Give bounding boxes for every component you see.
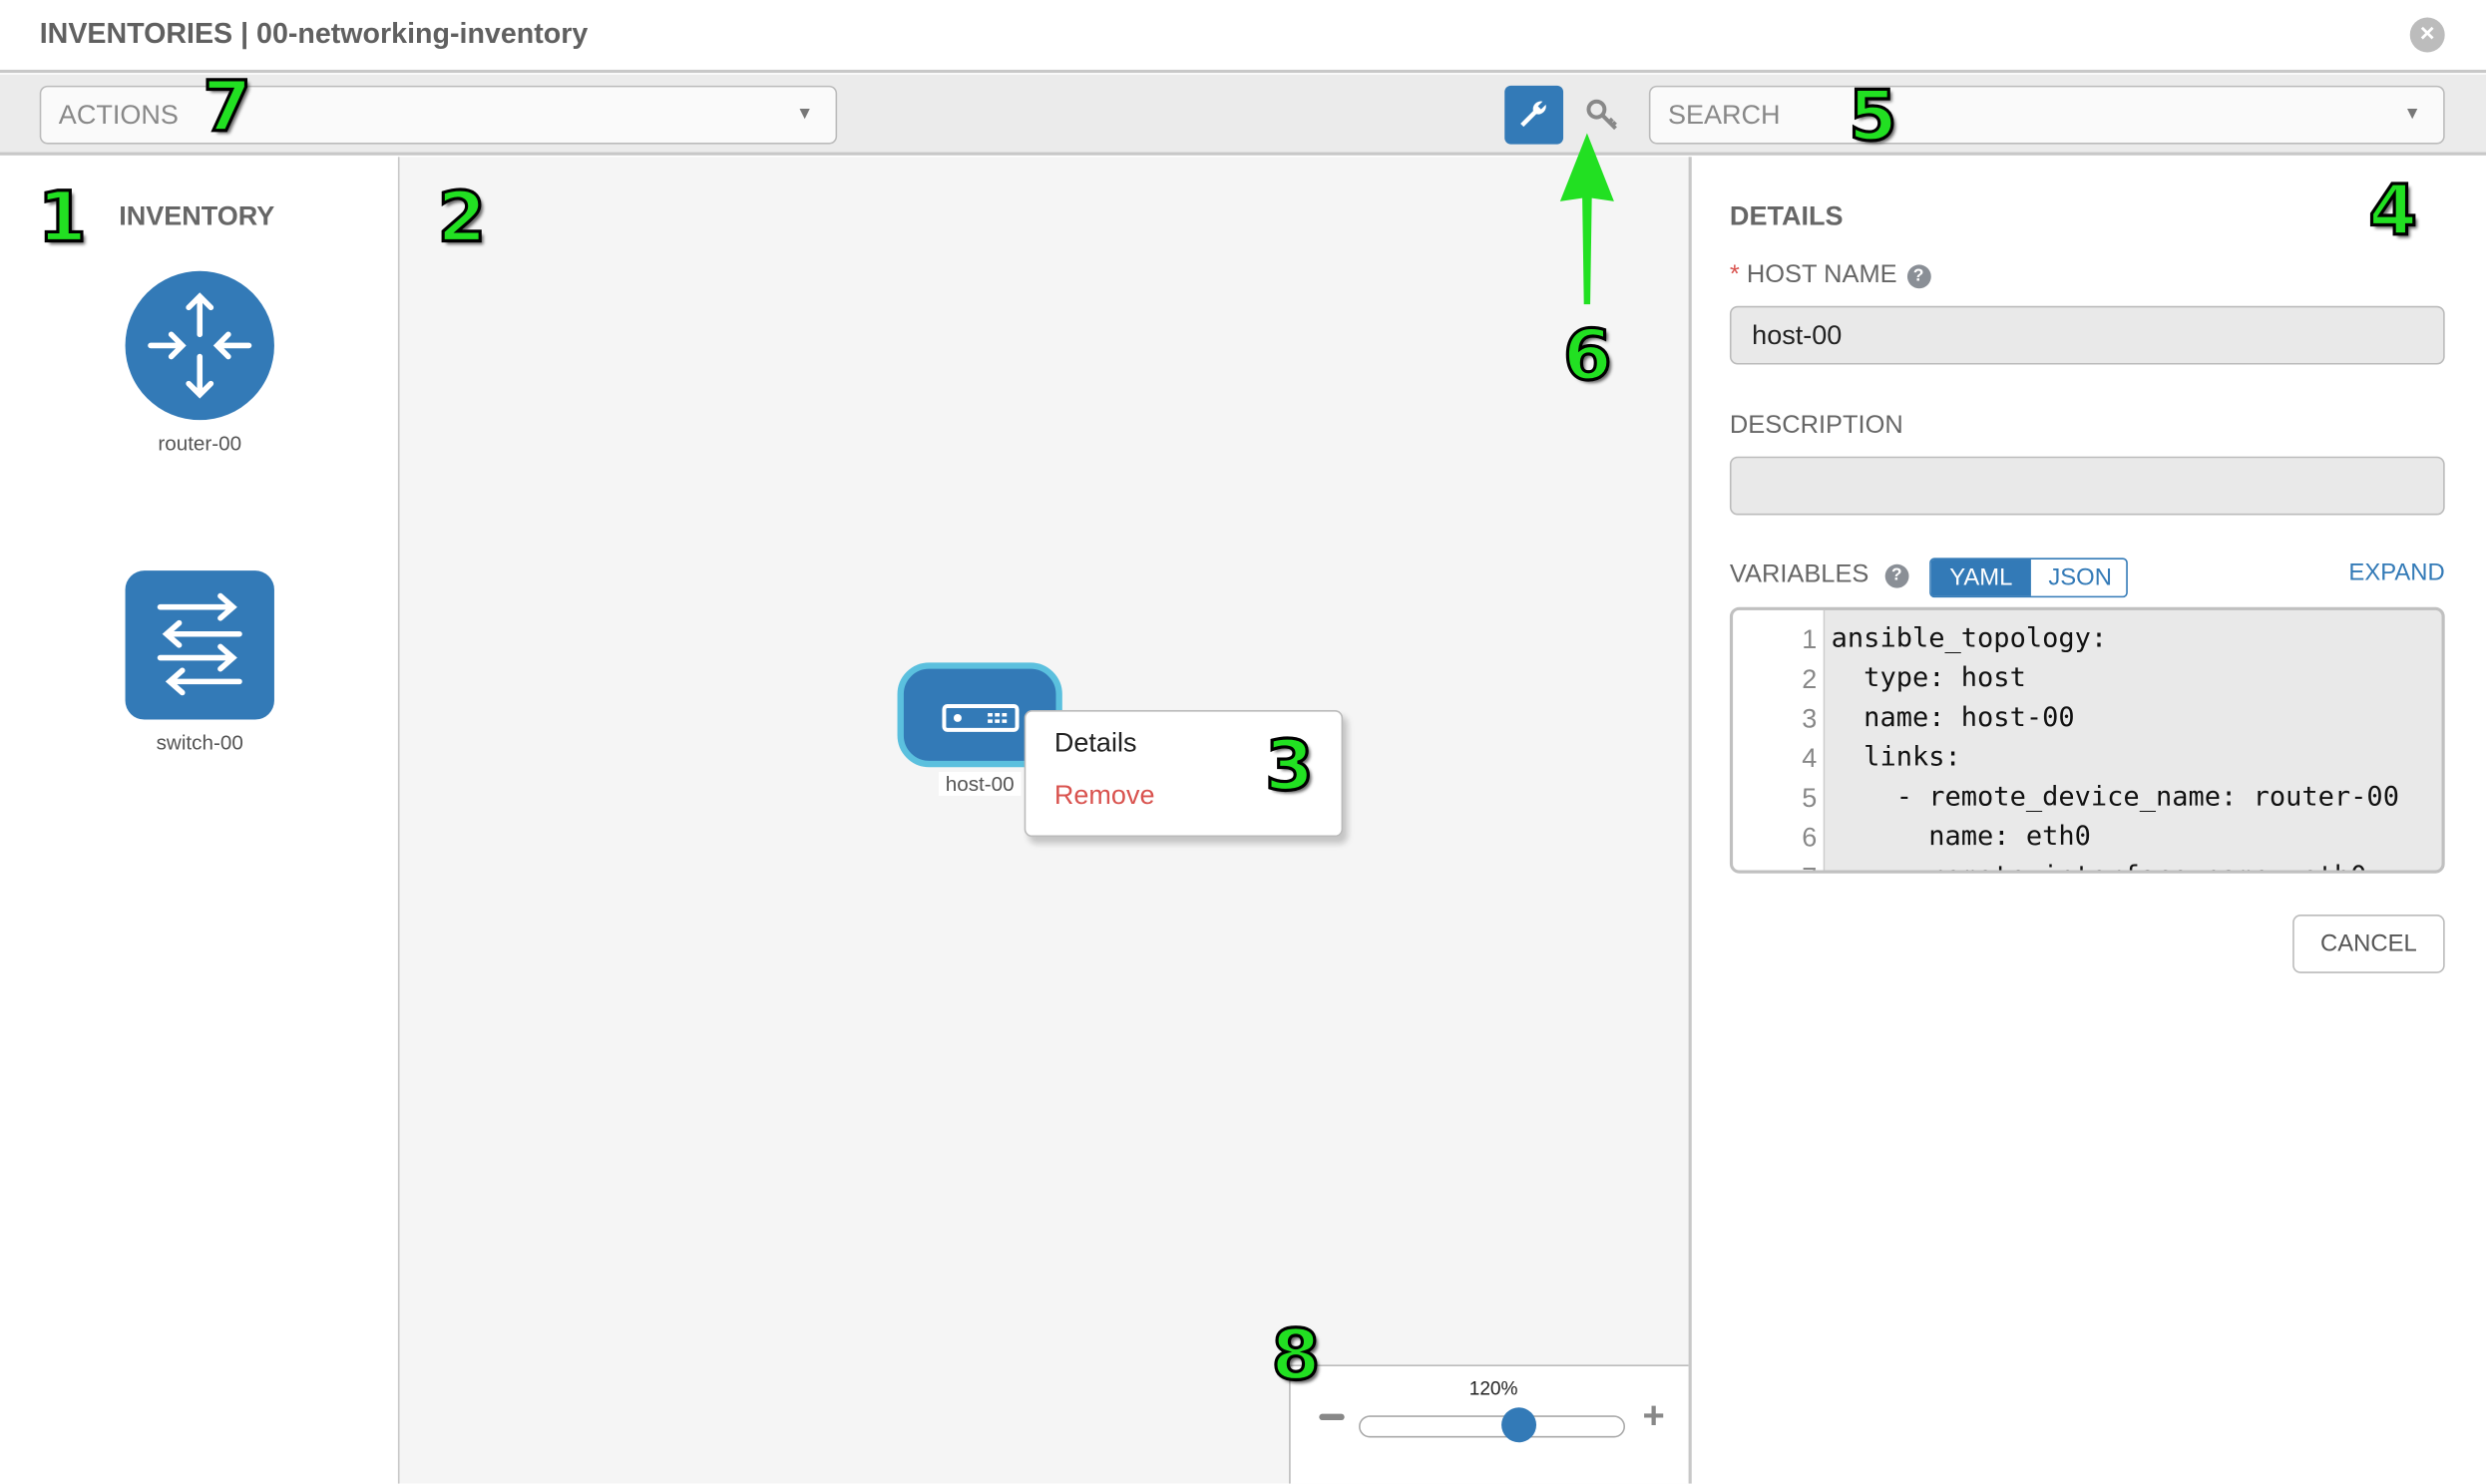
annotation-5: 5	[1848, 76, 1899, 158]
cancel-button[interactable]: CANCEL	[2292, 915, 2445, 973]
router-icon[interactable]	[125, 270, 274, 421]
switch-icon[interactable]	[125, 570, 274, 720]
router-label: router-00	[158, 431, 242, 456]
format-toggle: YAML JSON	[1929, 557, 2128, 598]
code-line: links:	[1831, 741, 1961, 774]
close-icon[interactable]: ×	[2409, 17, 2445, 53]
search-dropdown[interactable]: SEARCH ▼	[1648, 85, 2445, 145]
line-gutter	[1733, 609, 1826, 871]
variables-label: VARIABLES?	[1730, 561, 1909, 590]
line-number: 5	[1802, 783, 1818, 814]
description-label: DESCRIPTION	[1729, 412, 1903, 440]
help-icon: ?	[1884, 563, 1909, 588]
menu-item-details[interactable]: Details	[1053, 727, 1137, 758]
annotation-6: 6	[1561, 315, 1613, 397]
annotation-8: 8	[1270, 1315, 1322, 1397]
key-icon[interactable]	[1582, 95, 1623, 136]
page-title: INVENTORIES | 00-networking-inventory	[39, 17, 589, 50]
line-number: 4	[1802, 743, 1818, 774]
annotation-1: 1	[37, 178, 89, 259]
zoom-slider-handle[interactable]	[1501, 1407, 1537, 1443]
host-name-label: * HOST NAME?	[1730, 261, 1930, 290]
code-line: remote_interface_name: eth0	[1832, 858, 2366, 871]
expand-link[interactable]: EXPAND	[2348, 559, 2445, 587]
line-number: 3	[1802, 703, 1818, 734]
annotation-4: 4	[2367, 171, 2419, 252]
host-name-input[interactable]: host-00	[1729, 305, 2445, 365]
topology-canvas[interactable]: host-00 Details Remove 120% +	[399, 157, 1689, 1484]
annotation-arrow-icon	[1559, 133, 1614, 305]
annotation-7: 7	[202, 66, 253, 148]
code-line: name: eth0	[1831, 821, 2091, 854]
yaml-toggle[interactable]: YAML	[1930, 559, 2031, 596]
zoom-value: 120%	[1468, 1377, 1518, 1400]
details-title: DETAILS	[1729, 200, 1844, 232]
line-number: 2	[1802, 663, 1818, 695]
search-placeholder: SEARCH	[1667, 100, 1781, 131]
inventory-panel: INVENTORY router-00 switch-00	[0, 157, 400, 1484]
actions-dropdown[interactable]: ACTIONS ▼	[39, 85, 838, 145]
switch-label: switch-00	[156, 730, 243, 755]
zoom-out-icon[interactable]	[1319, 1413, 1345, 1421]
code-line: ansible_topology:	[1831, 622, 2108, 655]
help-icon: ?	[1906, 264, 1930, 289]
line-number: 1	[1802, 624, 1818, 655]
actions-placeholder: ACTIONS	[58, 100, 179, 131]
line-number: 6	[1802, 822, 1818, 854]
description-input[interactable]	[1729, 456, 2445, 516]
annotation-3: 3	[1264, 725, 1316, 807]
code-line: name: host-00	[1831, 702, 2075, 734]
inventory-title: INVENTORY	[119, 200, 275, 232]
chevron-down-icon: ▼	[796, 104, 814, 124]
variables-editor[interactable]: 1 ansible_topology: 2 type: host 3 name: ho…	[1729, 606, 2445, 874]
code-line: type: host	[1831, 662, 2026, 695]
zoom-slider[interactable]	[1359, 1415, 1626, 1438]
zoom-in-icon[interactable]: +	[1642, 1394, 1665, 1438]
zoom-widget: 120% +	[1289, 1364, 1689, 1484]
chevron-down-icon: ▼	[2403, 104, 2421, 124]
host-icon	[942, 704, 1020, 732]
context-menu: Details Remove	[1024, 710, 1344, 838]
menu-item-remove[interactable]: Remove	[1053, 779, 1155, 811]
json-toggle[interactable]: JSON	[2048, 563, 2112, 591]
annotation-2: 2	[436, 178, 488, 259]
host-label: host-00	[938, 771, 1022, 796]
wrench-icon[interactable]	[1504, 85, 1564, 145]
line-number: 7	[1733, 858, 1817, 871]
title-bar: INVENTORIES | 00-networking-inventory ×	[0, 0, 2486, 74]
code-line: - remote_device_name: router-00	[1831, 781, 2399, 814]
